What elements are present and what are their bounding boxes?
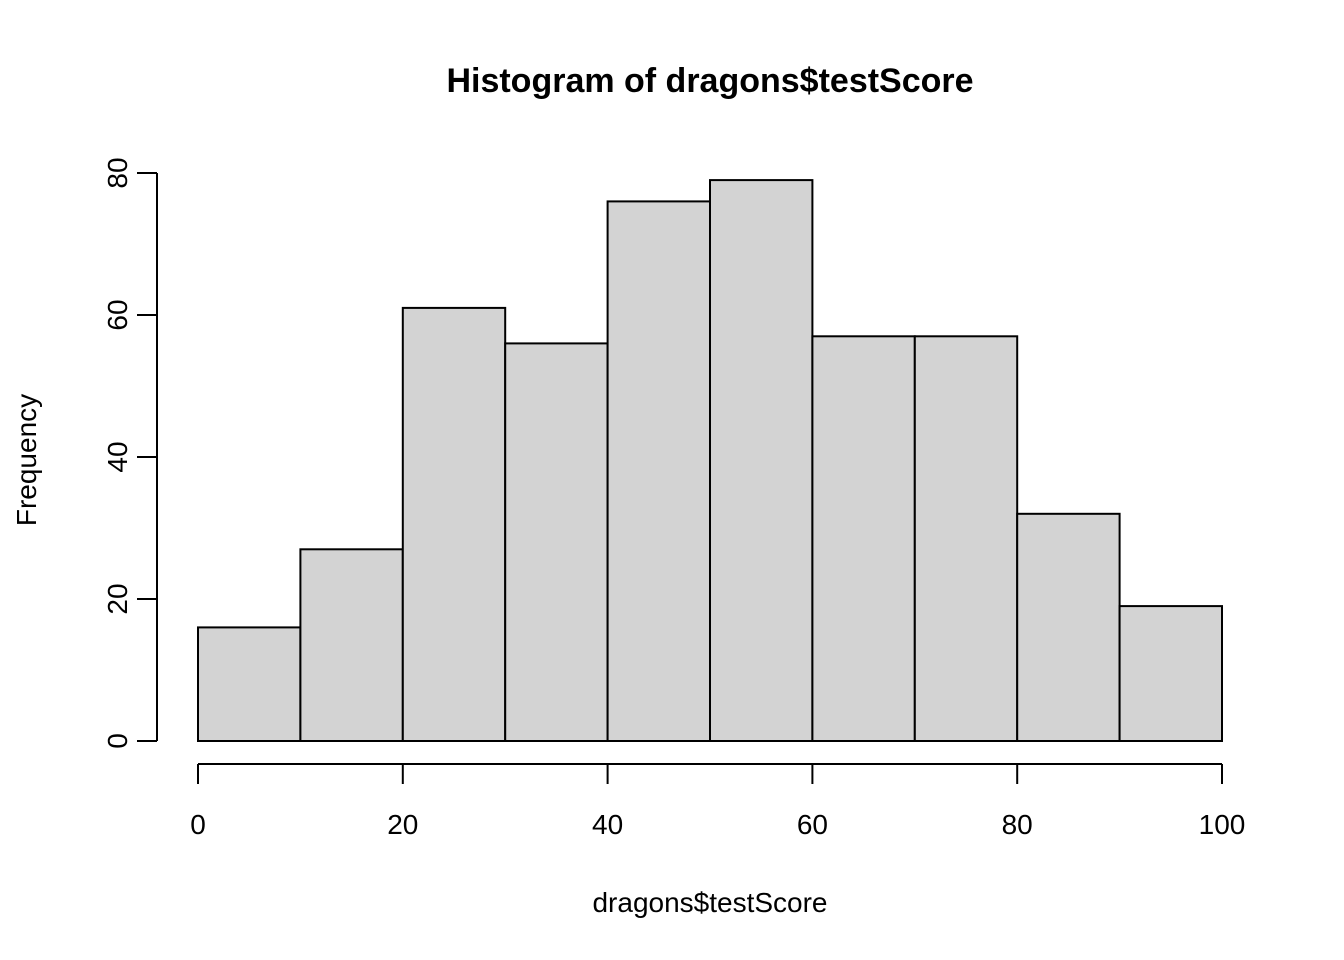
chart-title: Histogram of dragons$testScore xyxy=(446,62,973,100)
x-tick-label-1: 20 xyxy=(387,809,418,840)
x-axis-label: dragons$testScore xyxy=(592,887,827,918)
y-tick-label-2: 40 xyxy=(102,441,133,472)
histogram-bar-2 xyxy=(401,306,507,742)
histogram-bar-5 xyxy=(709,179,814,743)
bars-group xyxy=(197,179,1223,743)
histogram-bar-8 xyxy=(1016,512,1121,742)
histogram-bar-4 xyxy=(606,200,711,742)
histogram-bar-9 xyxy=(1118,605,1223,742)
histogram-bar-0 xyxy=(197,626,302,743)
histogram-bar-1 xyxy=(299,548,404,742)
y-tick-label-1: 20 xyxy=(102,583,133,614)
histogram-bar-3 xyxy=(504,342,609,742)
y-axis-label: Frequency xyxy=(11,394,42,526)
x-tick-label-0: 0 xyxy=(190,809,206,840)
x-axis: 0 20 40 60 80 100 xyxy=(190,763,1246,840)
x-tick-label-4: 80 xyxy=(1002,809,1033,840)
x-tick-label-3: 60 xyxy=(797,809,828,840)
x-tick-label-5: 100 xyxy=(1199,809,1246,840)
histogram-bar-7 xyxy=(913,335,1019,742)
y-axis: 0 20 40 60 80 xyxy=(102,157,158,749)
y-tick-label-0: 0 xyxy=(102,733,133,749)
histogram-bar-6 xyxy=(811,335,916,742)
y-tick-label-4: 80 xyxy=(102,157,133,188)
y-tick-label-3: 60 xyxy=(102,299,133,330)
x-tick-label-2: 40 xyxy=(592,809,623,840)
